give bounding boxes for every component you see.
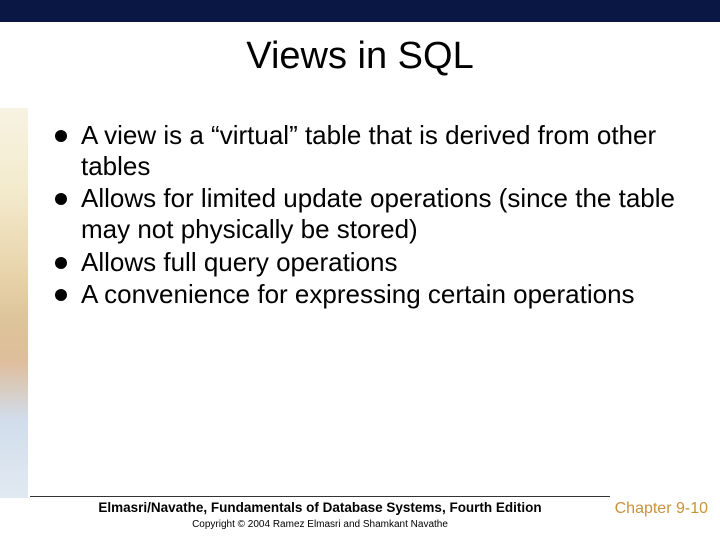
- top-strip: [0, 0, 720, 22]
- chapter-label: Chapter 9-10: [615, 500, 708, 518]
- bullet-list: A view is a “virtual” table that is deri…: [55, 120, 680, 312]
- bullet-item: A convenience for expressing certain ope…: [55, 279, 680, 310]
- slide-title: Views in SQL: [0, 35, 720, 78]
- bullet-item: A view is a “virtual” table that is deri…: [55, 120, 680, 181]
- bullet-item: Allows for limited update operations (si…: [55, 183, 680, 244]
- bullet-item: Allows full query operations: [55, 247, 680, 278]
- footer-book-title: Elmasri/Navathe, Fundamentals of Databas…: [0, 500, 640, 515]
- footer-divider: [30, 496, 610, 497]
- slide: Views in SQL A view is a “virtual” table…: [0, 0, 720, 540]
- left-decorative-band: [0, 108, 28, 498]
- footer-copyright: Copyright © 2004 Ramez Elmasri and Shamk…: [0, 519, 640, 530]
